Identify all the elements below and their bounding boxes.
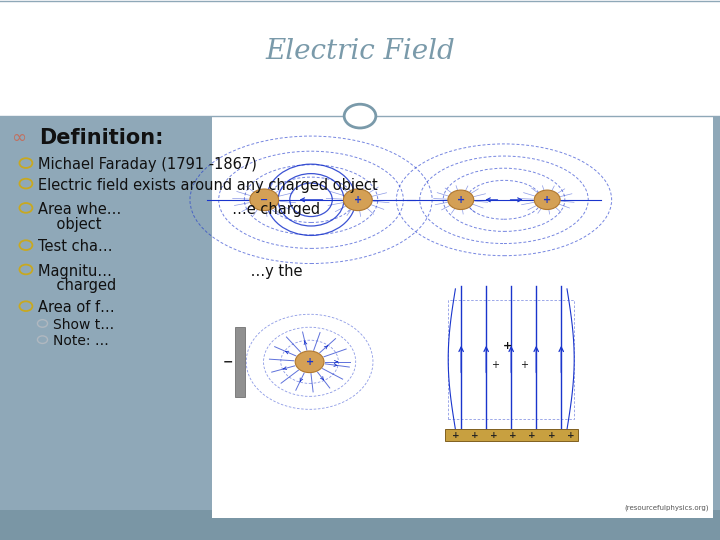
Text: Definition:: Definition: bbox=[40, 127, 164, 148]
Circle shape bbox=[295, 351, 324, 373]
Text: +: + bbox=[490, 431, 498, 440]
Text: +: + bbox=[451, 431, 459, 440]
FancyBboxPatch shape bbox=[0, 510, 720, 540]
Text: Area of f…: Area of f… bbox=[38, 300, 114, 315]
Text: +: + bbox=[509, 431, 517, 440]
Text: +: + bbox=[305, 357, 314, 367]
Circle shape bbox=[250, 189, 279, 211]
FancyBboxPatch shape bbox=[0, 0, 720, 116]
Text: object: object bbox=[38, 217, 102, 232]
Text: Show t…: Show t… bbox=[53, 318, 114, 332]
Circle shape bbox=[448, 190, 474, 210]
Text: +: + bbox=[456, 195, 465, 205]
Text: Electric Field: Electric Field bbox=[265, 38, 455, 65]
Text: (resourcefulphysics.org): (resourcefulphysics.org) bbox=[625, 504, 709, 511]
Text: +: + bbox=[471, 431, 478, 440]
Text: ∞: ∞ bbox=[11, 129, 26, 147]
Text: −: − bbox=[260, 195, 269, 205]
Text: Test cha…: Test cha… bbox=[38, 239, 112, 254]
Text: charged: charged bbox=[38, 278, 117, 293]
Text: Electric field exists around any charged object: Electric field exists around any charged… bbox=[38, 178, 378, 193]
Text: Magnitu…                              …y the: Magnitu… …y the bbox=[38, 264, 302, 279]
Text: Area whe…                        …e charged: Area whe… …e charged bbox=[38, 202, 320, 217]
Text: +: + bbox=[354, 195, 362, 205]
Circle shape bbox=[343, 189, 372, 211]
FancyBboxPatch shape bbox=[0, 116, 720, 540]
Text: Note: …: Note: … bbox=[53, 334, 109, 348]
FancyBboxPatch shape bbox=[444, 429, 577, 441]
Text: +: + bbox=[528, 431, 536, 440]
Text: Michael Faraday (1791 -1867): Michael Faraday (1791 -1867) bbox=[38, 157, 257, 172]
FancyBboxPatch shape bbox=[235, 327, 245, 397]
Text: +: + bbox=[543, 195, 552, 205]
FancyBboxPatch shape bbox=[212, 108, 713, 518]
Text: −: − bbox=[223, 355, 233, 368]
Circle shape bbox=[534, 190, 560, 210]
Text: +: + bbox=[503, 341, 512, 350]
Text: +: + bbox=[567, 431, 575, 440]
Circle shape bbox=[344, 104, 376, 128]
Text: +: + bbox=[520, 360, 528, 369]
Text: +: + bbox=[491, 360, 500, 369]
Text: +: + bbox=[548, 431, 555, 440]
